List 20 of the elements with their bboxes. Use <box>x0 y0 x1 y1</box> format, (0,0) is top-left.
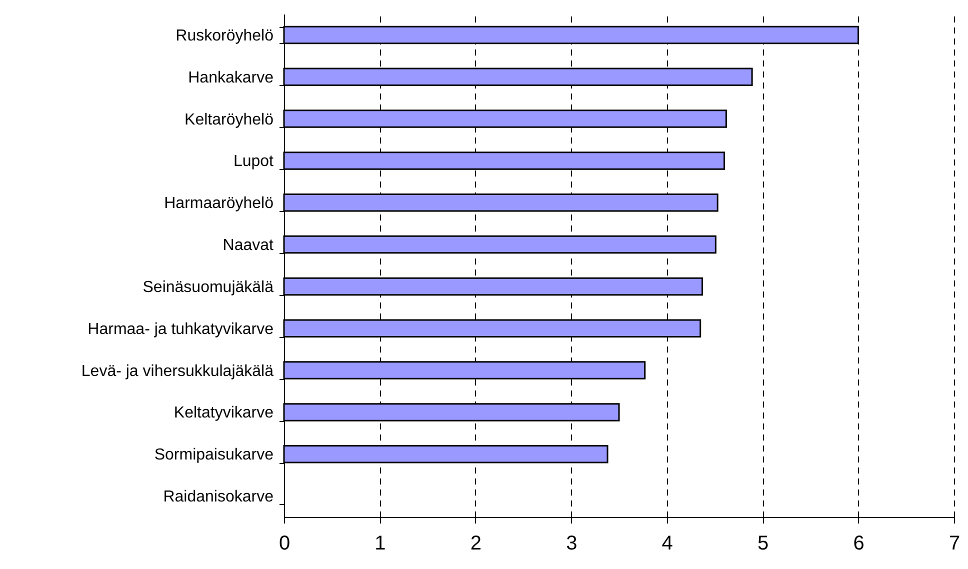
y-tick-label: Sormipaisukarve <box>154 446 274 464</box>
x-tick-label: 5 <box>758 532 769 554</box>
y-tick-label: Seinäsuomujäkälä <box>142 278 274 296</box>
y-tick-label: Keltatyvikarve <box>174 404 274 422</box>
y-tick-label: Harmaaröyhelö <box>164 195 274 212</box>
y-tick-label: Ruskoröyhelö <box>176 27 274 44</box>
x-tick-label: 4 <box>662 532 673 554</box>
x-tick-label: 2 <box>470 532 482 554</box>
y-tick-label: Harmaa- ja tuhkatyvikarve <box>88 320 274 338</box>
x-tick-label: 6 <box>853 532 864 554</box>
x-tick-label: 7 <box>948 532 960 554</box>
y-tick-label: Lupot <box>233 153 274 170</box>
x-tick-label: 0 <box>278 532 290 554</box>
y-tick-label: Naavat <box>222 237 274 254</box>
y-tick-label: Raidanisokarve <box>163 488 274 506</box>
x-tick-label: 3 <box>566 532 578 554</box>
x-tick-label: 1 <box>374 532 386 554</box>
y-tick-label: Levä- ja vihersukkulajäkälä <box>81 362 274 380</box>
y-tick-label: Keltaröyhelö <box>184 111 274 128</box>
y-tick-label: Hankakarve <box>188 69 274 86</box>
